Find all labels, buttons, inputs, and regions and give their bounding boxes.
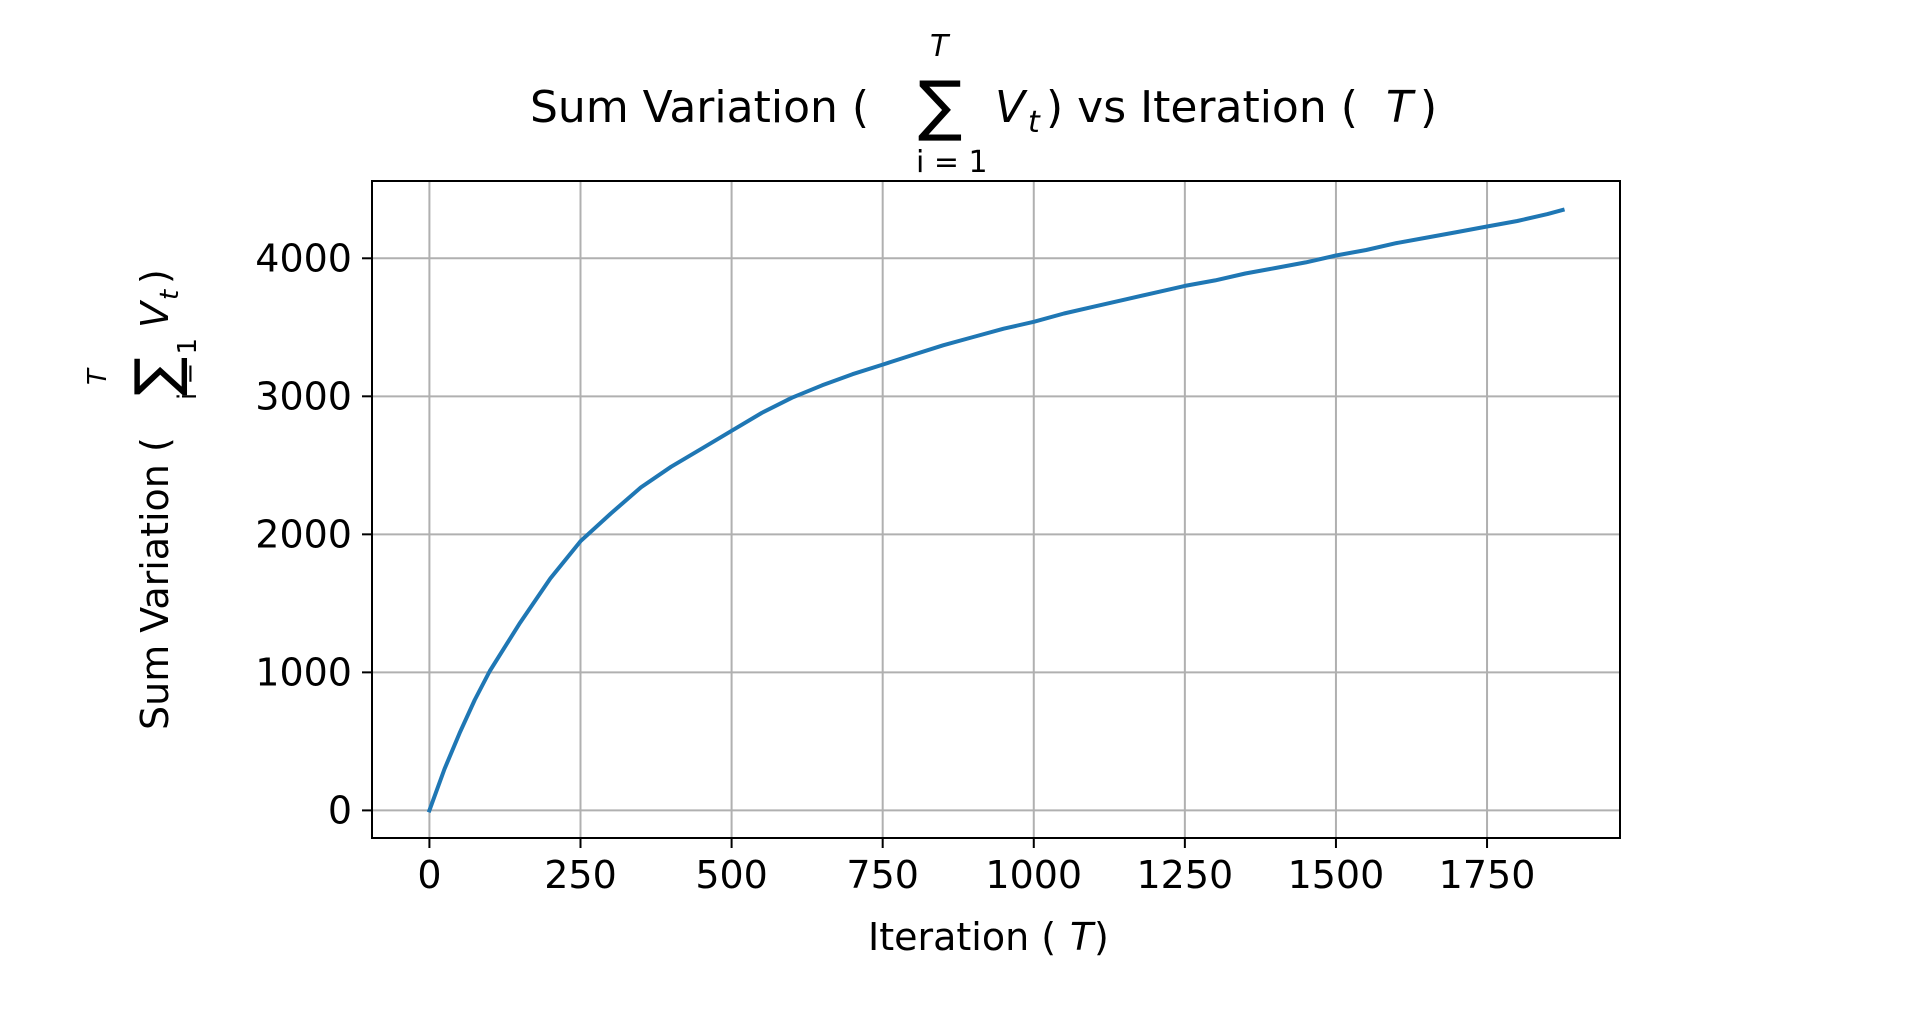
ylabel-prefix: Sum Variation ( — [133, 437, 177, 730]
ylabel-term-sub: t — [155, 289, 185, 300]
ylabel-sum-symbol: ∑ — [122, 357, 190, 396]
y-tick-label: 0 — [328, 788, 352, 832]
ylabel-sum-upper: T — [83, 367, 113, 385]
y-axis-label: Sum Variation ( T ∑ i = 1 V t ) — [83, 269, 203, 730]
x-tick-label: 1250 — [1137, 853, 1234, 897]
title-term-sub: t — [1028, 105, 1041, 140]
x-tick-label: 1750 — [1439, 853, 1536, 897]
title-sum-lower: i = 1 — [916, 145, 988, 180]
x-tick-label: 1500 — [1288, 853, 1385, 897]
ylabel-term: V — [133, 299, 177, 328]
xlabel-close: ) — [1094, 915, 1109, 959]
x-tick-label: 750 — [846, 853, 919, 897]
ylabel-sum-lower: i = 1 — [173, 338, 203, 400]
y-tick-label: 3000 — [255, 374, 352, 418]
axes-frame — [371, 180, 1621, 839]
x-tick-label: 250 — [544, 853, 617, 897]
xlabel-var: T — [1070, 915, 1096, 959]
title-term: V — [995, 82, 1028, 133]
chart-title: Sum Variation ( T ∑ i = 1 V t ) vs Itera… — [530, 29, 1437, 180]
grid-lines — [372, 181, 1620, 838]
xlabel-text: Iteration ( — [868, 915, 1056, 959]
tick-layer: 0 250 500 750 1000 1250 1500 1750 0 1000 2000 3000 4… — [255, 236, 1535, 897]
y-tick-label: 4000 — [255, 236, 352, 280]
ylabel-close: ) — [133, 269, 177, 284]
title-sum-upper: T — [930, 29, 951, 64]
y-tick-label: 2000 — [255, 512, 352, 556]
x-tick-label: 1000 — [985, 853, 1082, 897]
series-layer — [426, 207, 1566, 813]
x-axis-label: Iteration ( T ) — [868, 915, 1109, 959]
title-var: T — [1386, 82, 1416, 133]
title-close: ) — [1420, 82, 1437, 133]
x-tick-label: 0 — [417, 853, 441, 897]
x-tick-label: 500 — [695, 853, 768, 897]
title-prefix: Sum Variation ( — [530, 82, 869, 133]
y-tick-label: 1000 — [255, 650, 352, 694]
title-sum-symbol: ∑ — [918, 67, 962, 144]
title-suffix: ) vs Iteration ( — [1046, 82, 1358, 133]
series-line — [426, 207, 1566, 813]
